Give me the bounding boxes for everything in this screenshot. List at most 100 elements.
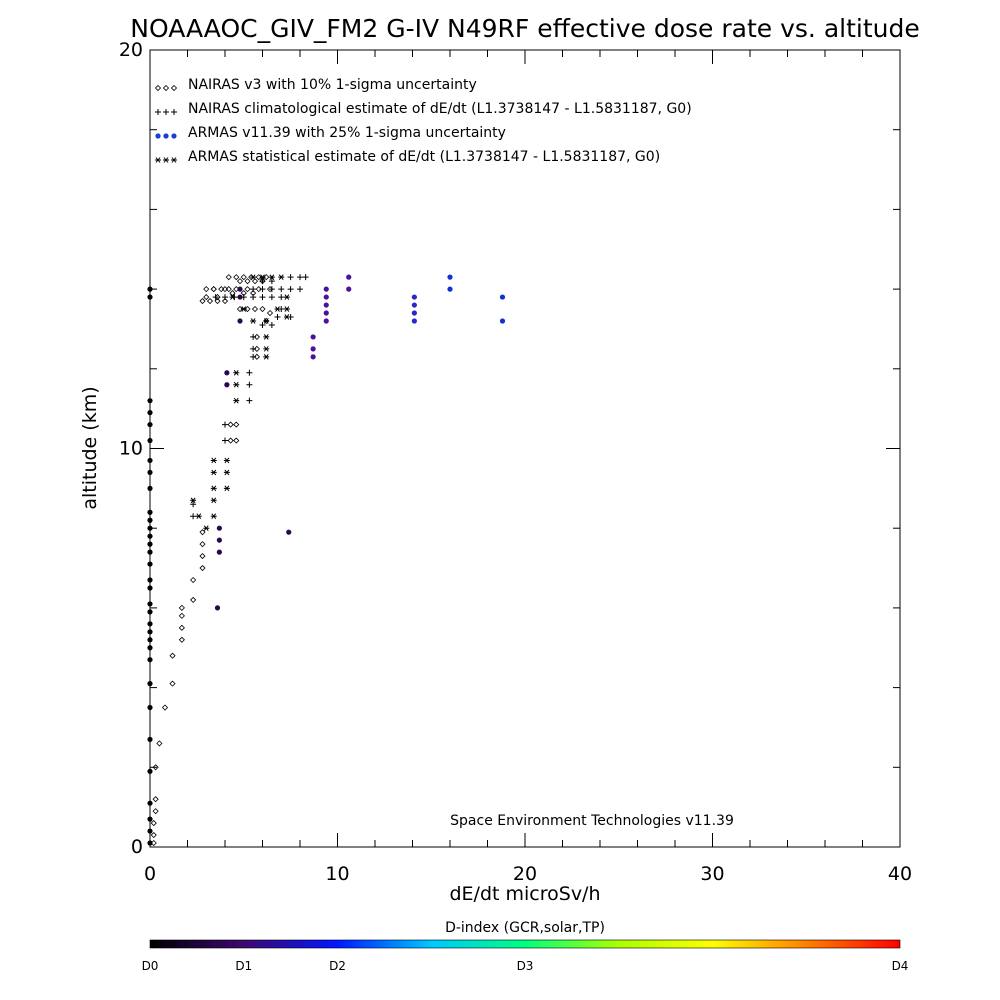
armas-point [147, 485, 153, 491]
nairas-v3-point [253, 345, 260, 352]
armas-point [147, 621, 153, 627]
armas-statistical-point [263, 346, 270, 352]
nairas-v3-point [210, 286, 217, 293]
nairas-climatological-point [222, 437, 228, 444]
colorbar-tick-label: D1 [235, 959, 252, 973]
nairas-v3-point [199, 529, 206, 536]
nairas-climatological-point [190, 501, 197, 508]
armas-point [323, 318, 329, 324]
colorbar-tick-label: D4 [892, 959, 909, 973]
armas-statistical-point [190, 497, 197, 504]
armas-statistical-point [210, 497, 217, 504]
armas-point [499, 318, 506, 324]
armas-point [147, 637, 153, 643]
armas-point [147, 704, 153, 711]
nairas-v3-point [156, 740, 163, 747]
armas-point [147, 286, 153, 292]
armas-point [155, 133, 161, 139]
nairas-v3-point [199, 541, 206, 548]
armas-point [237, 318, 243, 324]
armas-statistical-point [274, 306, 281, 312]
nairas-climatological-point [287, 274, 294, 281]
legend-label: NAIRAS v3 with 10% 1-sigma uncertainty [188, 77, 477, 93]
nairas-v3-point [199, 564, 206, 572]
armas-statistical-point [210, 469, 217, 476]
armas-point [237, 294, 243, 300]
nairas-v3-point [221, 297, 229, 305]
armas-point [224, 382, 230, 388]
armas-point [411, 302, 417, 308]
nairas-climatological-point [250, 353, 257, 360]
colorbar-title: D-index (GCR,solar,TP) [445, 920, 605, 936]
armas-point [147, 577, 153, 583]
nairas-v3-point [206, 297, 214, 305]
x-axis-label: dE/dt microSv/h [449, 883, 600, 905]
armas-statistical-point [223, 457, 230, 464]
y-tick-label: 0 [131, 836, 143, 858]
armas-point [147, 629, 153, 635]
armas-statistical-point [195, 513, 202, 520]
armas-point [147, 541, 153, 547]
annotation-text: Space Environment Technologies v11.39 [450, 813, 734, 829]
armas-point [323, 294, 329, 300]
x-tick-label: 40 [888, 863, 912, 885]
armas-point [147, 525, 153, 531]
armas-point [216, 525, 222, 531]
nairas-climatological-point [155, 109, 161, 115]
plot-frame [149, 49, 901, 848]
armas-point [147, 828, 153, 834]
armas-point [147, 533, 153, 539]
nairas-v3-point [253, 353, 260, 360]
nairas-v3-point [152, 796, 159, 803]
armas-point [216, 537, 222, 543]
armas-point [171, 133, 177, 139]
nairas-v3-point [233, 421, 240, 428]
armas-statistical-point [263, 354, 270, 360]
armas-statistical-point [223, 469, 230, 476]
armas-statistical-point [233, 381, 240, 388]
nairas-climatological-point [268, 321, 275, 328]
nairas-v3-point [150, 831, 157, 839]
armas-point [346, 286, 352, 292]
nairas-v3-point [178, 612, 185, 619]
armas-statistical-point [259, 274, 266, 280]
nairas-v3-point [210, 286, 217, 293]
nairas-v3-point [227, 421, 234, 428]
nairas-v3-point [251, 305, 259, 313]
nairas-v3-point [178, 636, 185, 643]
armas-point [147, 840, 153, 846]
armas-point [411, 294, 417, 300]
y-axis-label: altitude (km) [79, 386, 101, 509]
armas-point [147, 736, 153, 743]
colorbar [149, 939, 901, 949]
nairas-v3-point [244, 286, 251, 293]
armas-point [216, 549, 222, 555]
armas-point [499, 294, 506, 300]
armas-point [147, 816, 153, 822]
armas-point [147, 657, 153, 663]
armas-point [147, 398, 153, 404]
nairas-v3-point [150, 820, 157, 827]
nairas-climatological-point [274, 313, 281, 320]
armas-statistical-point [250, 274, 257, 280]
armas-statistical-point [240, 306, 247, 312]
armas-point [411, 310, 417, 316]
nairas-v3-point [227, 437, 234, 444]
armas-point [147, 601, 153, 607]
armas-statistical-point [233, 369, 240, 376]
armas-statistical-point [210, 485, 217, 492]
x-tick-label: 10 [325, 863, 349, 885]
axis-ticks [149, 49, 901, 848]
armas-statistical-point [163, 157, 169, 163]
nairas-climatological-point [250, 345, 257, 352]
x-tick-label: 20 [513, 863, 537, 885]
nairas-climatological-point [190, 513, 197, 520]
x-tick-label: 30 [700, 863, 724, 885]
nairas-v3-point [152, 808, 159, 815]
armas-point [147, 585, 153, 591]
armas-statistical-point [250, 318, 257, 324]
nairas-climatological-point [297, 274, 303, 281]
nairas-climatological-point [268, 286, 275, 293]
armas-statistical-point [210, 513, 217, 520]
